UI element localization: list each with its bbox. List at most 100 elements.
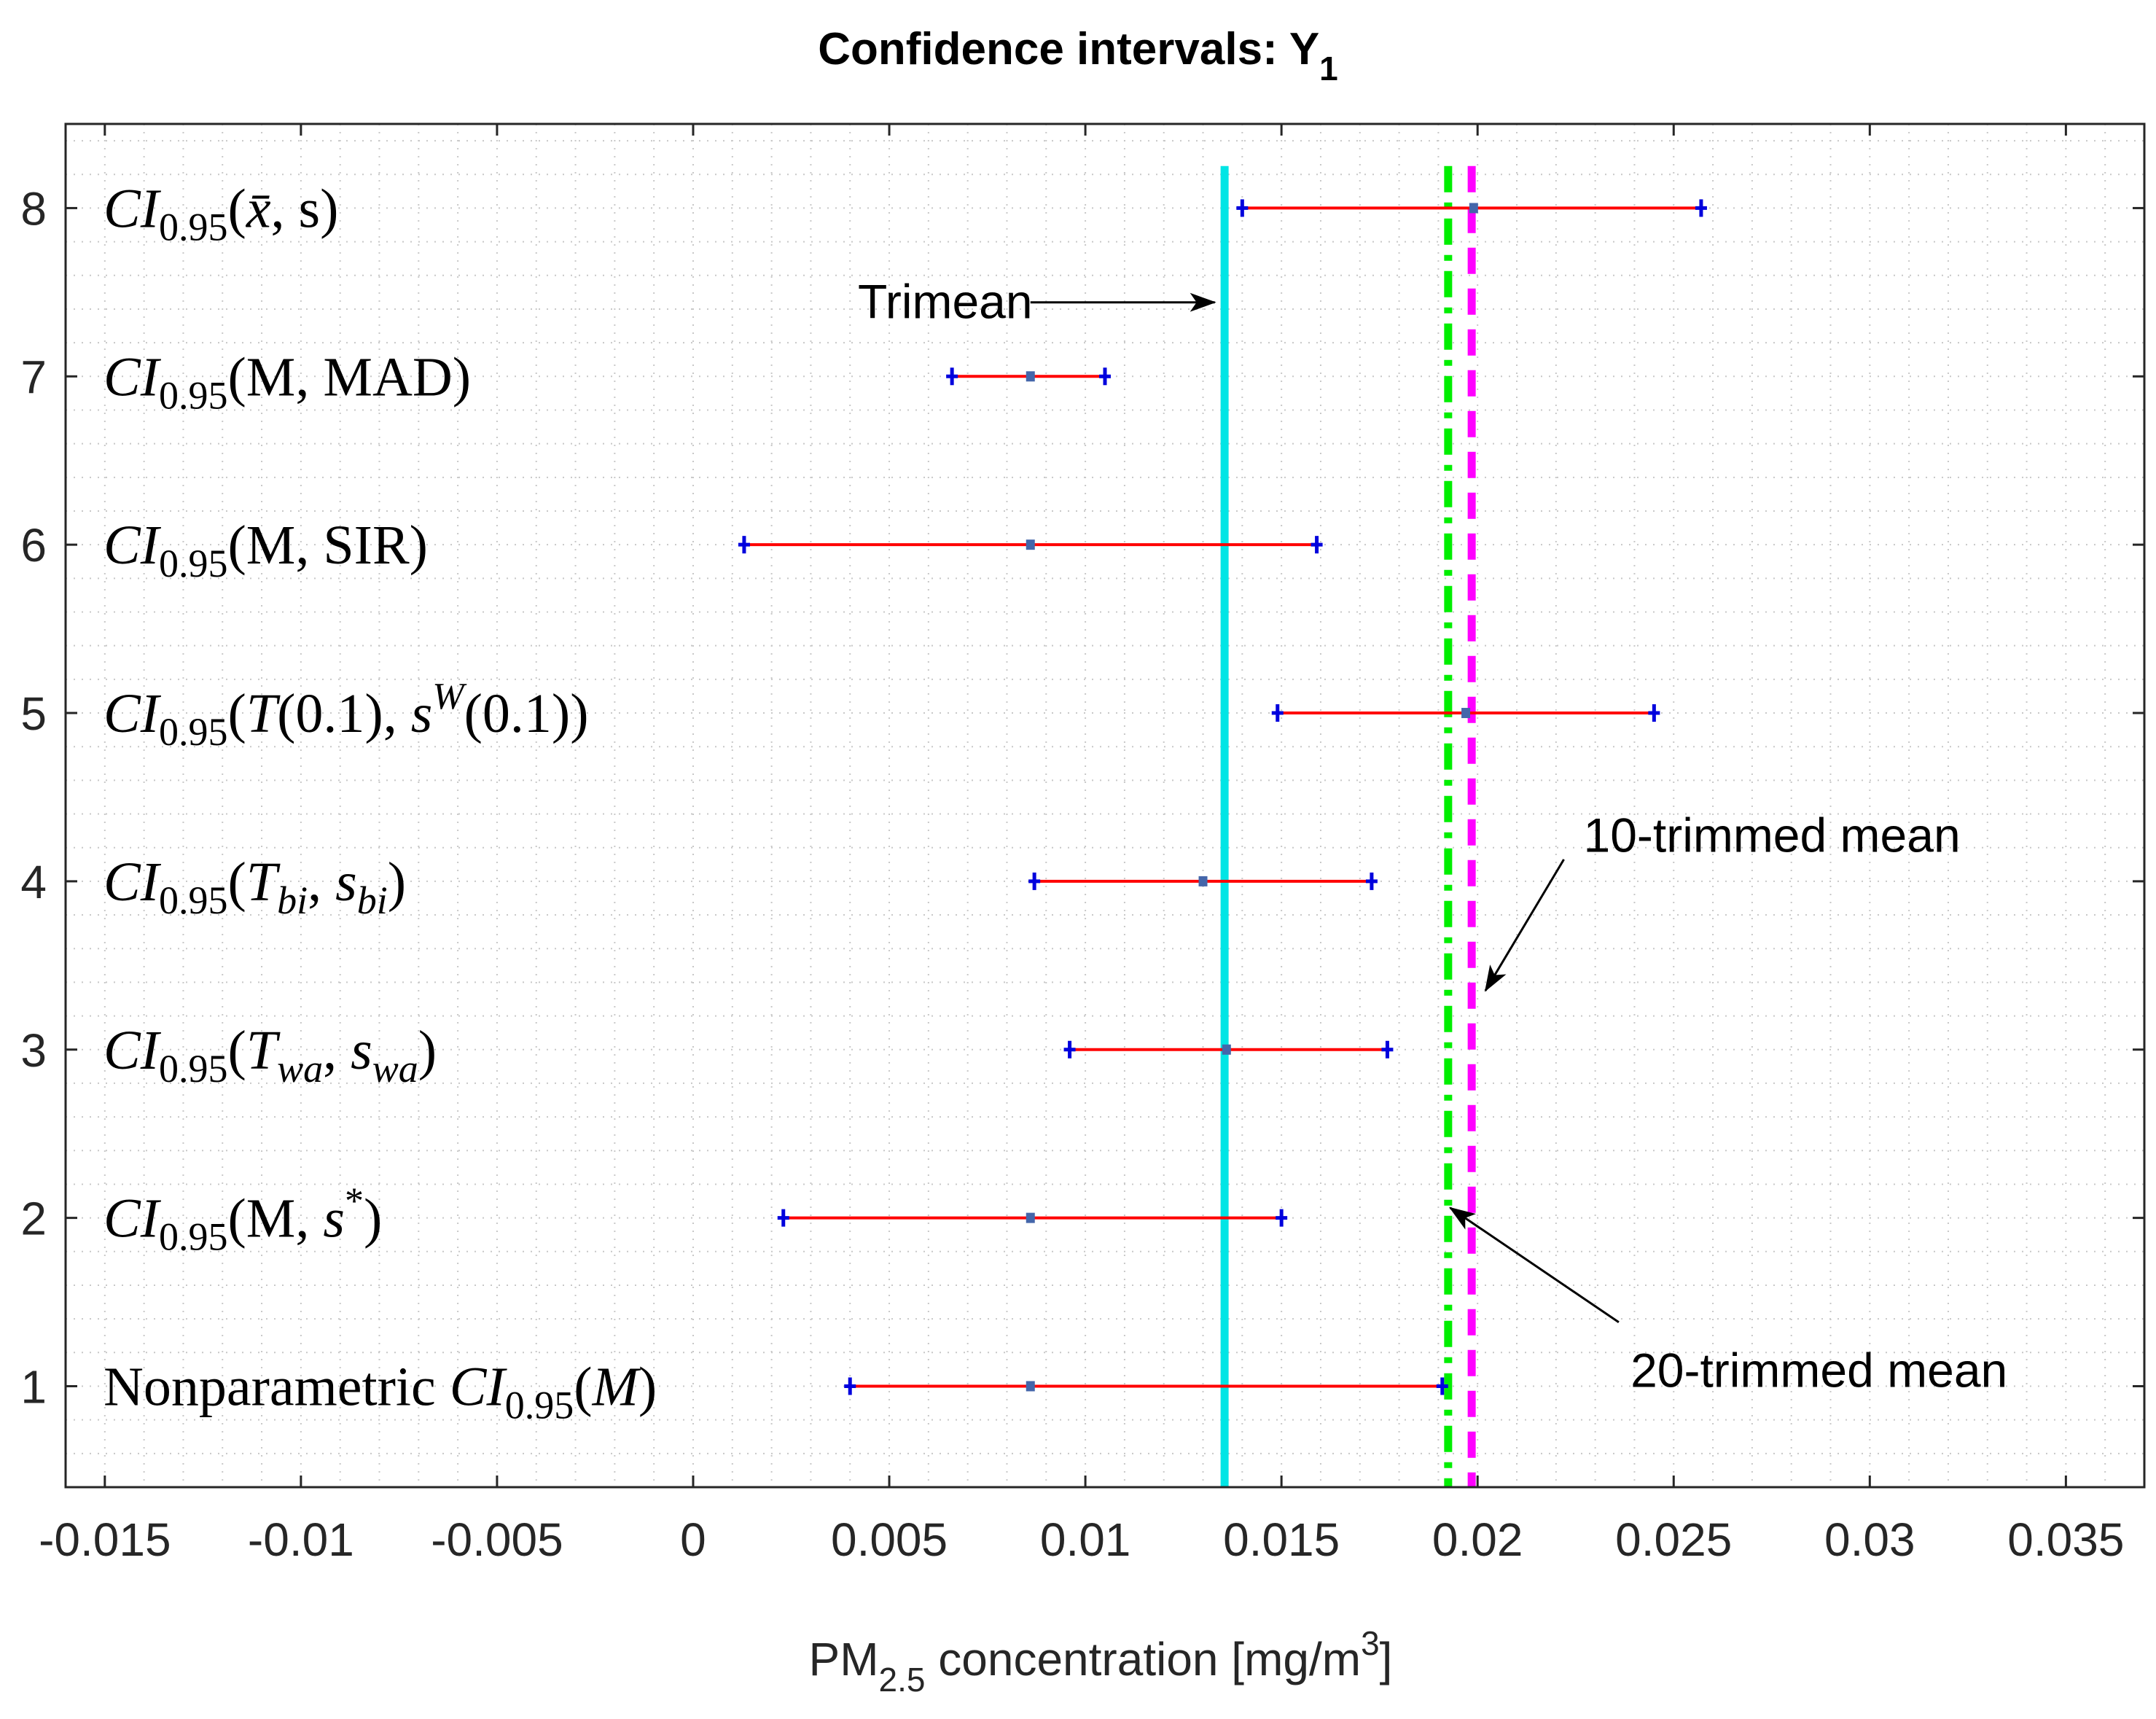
x-axis-label: PM2.5 concentration [mg/m3] <box>809 1624 1393 1699</box>
trimean-annotation: Trimean <box>858 275 1216 329</box>
x-tick-label: -0.015 <box>39 1513 171 1566</box>
axes: -0.015 -0.01 -0.005 0 0.005 0.01 0.015 0.02 0.02… <box>20 122 2146 1566</box>
xlabel-prefix: PM <box>809 1633 879 1685</box>
label-part: 0.95 <box>159 878 228 922</box>
lower-bound-marker <box>738 536 750 554</box>
label-part: , <box>308 851 335 913</box>
interval-row-4 <box>1028 872 1378 890</box>
interval-row-1 <box>844 1377 1448 1395</box>
y-tick-label: 8 <box>20 182 47 235</box>
upper-bound-marker <box>1381 1040 1394 1059</box>
center-marker <box>1198 876 1208 886</box>
interval-row-8 <box>1236 199 1707 217</box>
upper-bound-marker <box>1099 367 1111 386</box>
xlabel-middle: concentration [mg/m <box>925 1633 1361 1685</box>
upper-bound-marker <box>1695 199 1707 217</box>
upper-bound-marker <box>1311 536 1323 554</box>
center-marker <box>1026 371 1035 382</box>
label-part: * <box>345 1181 364 1223</box>
y-tick-label: 7 <box>20 351 47 403</box>
annotations: Trimean 10-trimmed mean 20-trimmed mean <box>858 275 2007 1398</box>
label-part: (M, SIR) <box>228 515 428 576</box>
x-tick-label: 0.005 <box>831 1513 948 1566</box>
label-part: 0.95 <box>159 710 228 754</box>
label-part: Nonparametric <box>103 1356 450 1417</box>
upper-bound-marker <box>1276 1209 1288 1227</box>
label-part: T <box>246 851 281 913</box>
interval-row-3 <box>1063 1040 1394 1059</box>
lower-bound-marker <box>844 1377 856 1395</box>
annotation-text: 20-trimmed mean <box>1630 1344 2007 1398</box>
label-part: 0.95 <box>505 1383 574 1427</box>
label-part: , s) <box>271 178 339 239</box>
x-tick-label: 0.02 <box>1432 1513 1523 1566</box>
axes-frame <box>64 122 2146 1489</box>
row-label-6: CI0.95(M, SIR) <box>103 515 428 585</box>
label-part: s <box>335 851 357 913</box>
label-part: s <box>351 1020 372 1081</box>
label-part: 0.95 <box>159 373 228 417</box>
label-part: ( <box>228 1020 246 1081</box>
plot-background <box>66 124 2144 1487</box>
label-part: s <box>411 683 433 744</box>
y-tick-label: 4 <box>20 856 47 908</box>
label-part: ( <box>228 851 246 913</box>
twenty-trimmed-annotation: 20-trimmed mean <box>1448 1207 2007 1398</box>
label-part: CI <box>103 1020 162 1081</box>
label-part: ) <box>364 1188 382 1250</box>
row-label-3: CI0.95(Twa, swa) <box>103 1020 437 1091</box>
x-tick-label: 0.035 <box>2007 1513 2124 1566</box>
axis-text: Confidence intervals: Y1 PM2.5 concentra… <box>809 24 1393 1699</box>
interval-row-5 <box>1271 704 1660 722</box>
label-part: ) <box>418 1020 437 1081</box>
annotation-text: 10-trimmed mean <box>1583 808 1960 862</box>
label-part: 0.95 <box>159 205 228 249</box>
label-part: CI <box>450 1356 508 1417</box>
annotation-text: Trimean <box>858 275 1033 329</box>
lower-bound-marker <box>1236 199 1249 217</box>
interval-row-2 <box>777 1209 1288 1227</box>
label-part: CI <box>103 683 162 744</box>
y-tick-label: 2 <box>20 1193 47 1245</box>
x-tick-label: -0.01 <box>248 1513 354 1566</box>
row-label-2: CI0.95(M, s*) <box>103 1181 382 1259</box>
label-part: CI <box>103 851 162 913</box>
x-tick-label: 0.025 <box>1615 1513 1732 1566</box>
label-part: 0.95 <box>159 1047 228 1091</box>
ten-trimmed-annotation: 10-trimmed mean <box>1484 808 1961 992</box>
y-tick-label: 1 <box>20 1360 47 1413</box>
label-part: 0.95 <box>159 542 228 585</box>
label-part: ( <box>574 1356 592 1417</box>
annotation-arrow <box>1484 859 1565 992</box>
label-part: (M, MAD) <box>228 346 472 408</box>
lower-bound-marker <box>1063 1040 1076 1059</box>
upper-bound-marker <box>1365 872 1378 890</box>
center-marker <box>1026 1381 1035 1392</box>
xlabel-subscript: 2.5 <box>879 1661 926 1699</box>
x-tick-label: 0.03 <box>1824 1513 1915 1566</box>
center-marker <box>1026 539 1035 550</box>
x-tick-label: 0.015 <box>1223 1513 1340 1566</box>
label-part: wa <box>372 1047 418 1091</box>
label-part: W <box>432 676 467 717</box>
grid-layer <box>66 124 2144 1487</box>
label-part: bi <box>277 878 308 922</box>
label-part: , <box>323 1020 351 1081</box>
label-part: CI <box>103 178 162 239</box>
label-part: T <box>246 683 281 744</box>
label-part: ( <box>228 178 246 239</box>
label-part: (0.1)) <box>464 683 589 744</box>
y-tick-label: 3 <box>20 1024 47 1077</box>
row-label-1: Nonparametric CI0.95(M) <box>103 1356 657 1427</box>
lower-bound-marker <box>777 1209 789 1227</box>
label-part: CI <box>103 515 162 576</box>
row-labels: CI0.95(x̄, s)CI0.95(M, MAD)CI0.95(M, SIR… <box>103 178 657 1427</box>
label-part: bi <box>357 878 388 922</box>
xlabel-suffix: ] <box>1380 1633 1393 1685</box>
label-part: (M, <box>228 1188 324 1250</box>
center-marker <box>1461 708 1471 719</box>
lower-bound-marker <box>1271 704 1284 722</box>
label-part: s <box>323 1188 345 1250</box>
center-marker <box>1222 1044 1231 1055</box>
